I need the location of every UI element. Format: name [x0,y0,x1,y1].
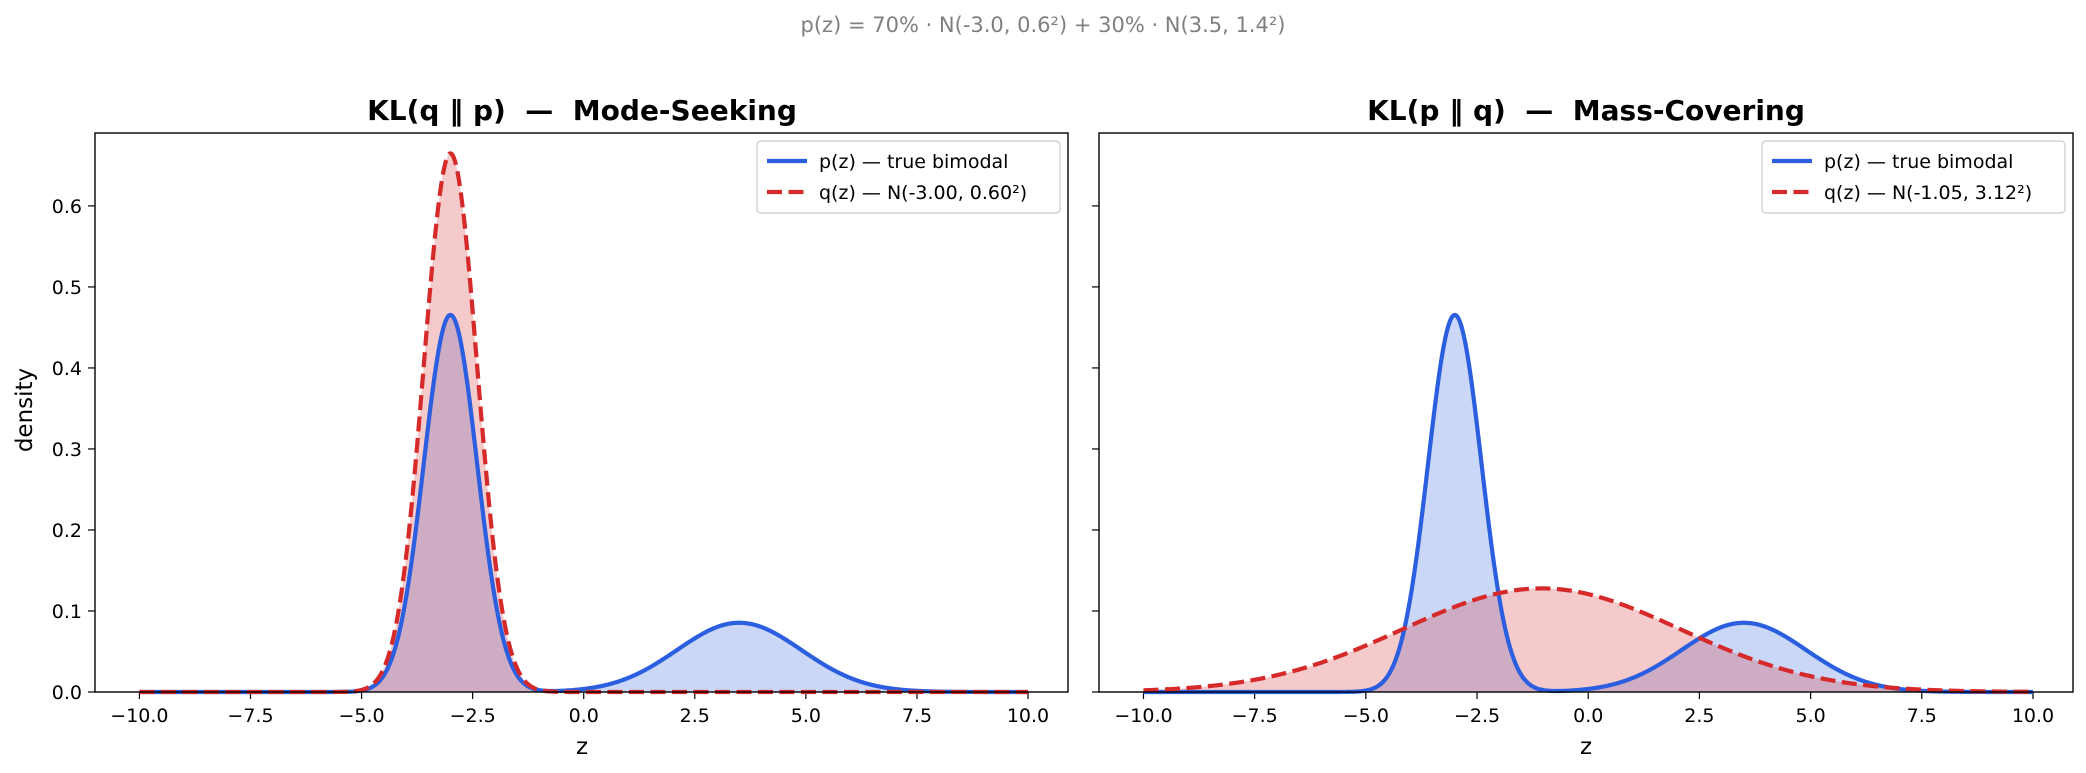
x-tick-label: 5.0 [1795,705,1825,727]
x-tick-label: 5.0 [791,705,821,727]
legend-box [1761,140,2066,214]
p-density-line [138,312,1029,695]
axes-frame [94,132,1069,693]
x-tick-labels: −10.0 −7.5 −5.0 −2.5 0.0 2.5 5.0 7.5 10.0 [1114,692,2054,727]
x-tick-label: −7.5 [1232,705,1278,727]
legend-label-q: q(z) — N(-3.00, 0.60²) [819,182,1027,204]
x-tick-label: −5.0 [339,705,385,727]
legend: p(z) — true bimodal q(z) — N(-1.05, 3.12²… [1761,140,2066,214]
x-tick-label: 10.0 [1007,705,1049,727]
panel-mass-covering: KL(p ‖ q) — Mass-Covering −10.0 −7.5 −5.0−… [1092,94,2074,760]
y-axis-label: density [12,368,38,452]
x-tick-label: −10.0 [1114,705,1172,727]
x-tick-label: −7.5 [227,705,273,727]
y-tick-label: 0.4 [52,358,82,380]
x-axis-label: z [576,734,588,760]
plot-area [138,151,1029,695]
x-tick-label: 2.5 [1684,705,1714,727]
y-tick-marks [1092,205,1099,693]
plot-area [1142,312,2034,695]
q-density-fill [1143,588,2033,692]
x-tick-label: −2.5 [450,705,496,727]
figure-suptitle: p(z) = 70% · N(-3.0, 0.6²) + 30% · N(3.5… [801,13,1286,37]
x-tick-label: 10.0 [2012,705,2054,727]
q-density-line [1142,586,2034,694]
x-tick-label: 7.5 [902,705,932,727]
y-tick-label: 0.0 [52,682,82,704]
x-tick-label: 7.5 [1907,705,1937,727]
p-density-fill [139,314,1029,692]
x-tick-label: −5.0 [1343,705,1389,727]
x-tick-label: 0.0 [569,705,599,727]
x-tick-label: 2.5 [680,705,710,727]
y-tick-label: 0.1 [52,601,82,623]
y-tick-label: 0.5 [52,277,82,299]
y-tick-label: 0.2 [52,520,82,542]
axes-frame [1098,132,2074,693]
legend-label-p: p(z) — true bimodal [1824,151,2013,173]
legend-label-p: p(z) — true bimodal [819,151,1008,173]
x-tick-labels: −10.0 −7.5 −5.0 −2.5 0.0 2.5 5.0 7.5 10.0 [110,692,1049,727]
q-density-line [138,151,1029,695]
panel-title: KL(p ‖ q) — Mass-Covering [1367,94,1805,127]
y-tick-label: 0.6 [52,196,82,218]
y-tick-labels: 0.0 0.1 0.2 0.3 0.4 0.5 0.6 [52,196,95,704]
legend-box [756,140,1061,214]
legend-label-q: q(z) — N(-1.05, 3.12²) [1824,182,2032,204]
x-tick-label: 0.0 [1573,705,1603,727]
panel-title: KL(q ‖ p) — Mode-Seeking [367,94,797,127]
panel-mode-seeking: KL(q ‖ p) — Mode-Seeking 0.0 0.1 0.2 0.3 0.4… [12,94,1069,760]
legend: p(z) — true bimodal q(z) — N(-3.00, 0.60²… [756,140,1061,214]
x-tick-label: −10.0 [110,705,168,727]
y-tick-label: 0.3 [52,439,82,461]
q-density-fill [139,153,1029,692]
x-tick-label: −2.5 [1454,705,1500,727]
x-axis-label: z [1580,734,1592,760]
